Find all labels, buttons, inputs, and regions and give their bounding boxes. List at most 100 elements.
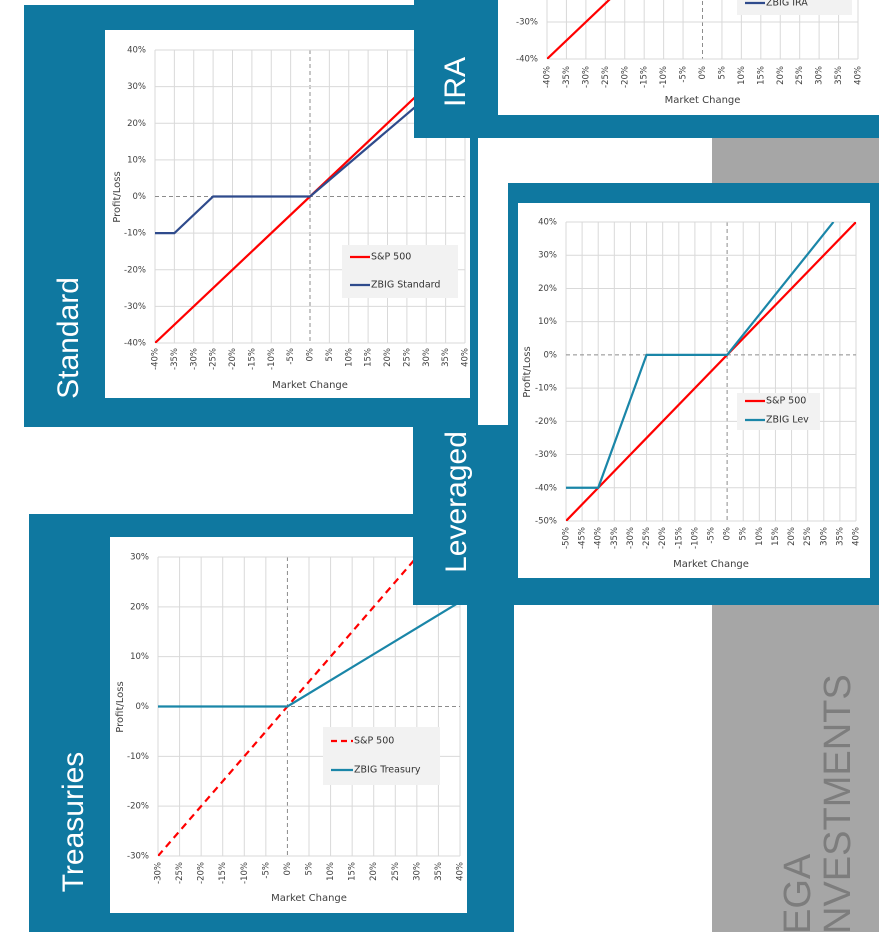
y-tick-label: 20% bbox=[538, 284, 557, 294]
series-line bbox=[547, 0, 611, 59]
x-tick-label: -10% bbox=[267, 348, 277, 370]
x-tick-label: 10% bbox=[737, 66, 747, 85]
x-tick-label: -15% bbox=[218, 862, 228, 884]
x-tick-label: 35% bbox=[434, 862, 444, 881]
plot-area bbox=[155, 50, 465, 343]
y-tick-label: -40% bbox=[124, 339, 146, 349]
y-tick-label: 40% bbox=[538, 218, 557, 228]
x-tick-label: 35% bbox=[835, 527, 845, 546]
chart-bg bbox=[105, 30, 470, 398]
y-tick-label: -20% bbox=[535, 417, 557, 427]
x-tick-label: 15% bbox=[348, 862, 358, 881]
plot-area bbox=[566, 222, 856, 521]
x-tick-label: 5% bbox=[325, 348, 335, 362]
x-tick-label: -10% bbox=[659, 66, 669, 88]
x-tick-label: -40% bbox=[543, 66, 553, 88]
x-tick-label: -20% bbox=[658, 527, 668, 549]
legend-label: ZBIG Standard bbox=[371, 280, 440, 291]
legend-label: S&P 500 bbox=[766, 396, 806, 407]
y-tick-label: 0% bbox=[136, 702, 150, 712]
x-tick-label: -15% bbox=[247, 348, 257, 370]
x-tick-label: 15% bbox=[771, 527, 781, 546]
y-tick-label: -30% bbox=[127, 852, 149, 862]
chart-bg bbox=[498, 0, 879, 115]
x-tick-label: -35% bbox=[562, 66, 572, 88]
x-tick-label: -50% bbox=[562, 527, 572, 549]
x-tick-label: -25% bbox=[601, 66, 611, 88]
panel-label: IRA bbox=[439, 57, 472, 107]
y-tick-label: -30% bbox=[124, 302, 146, 312]
x-tick-label: -45% bbox=[578, 527, 588, 549]
y-tick-label: -30% bbox=[535, 450, 557, 460]
y-tick-label: 20% bbox=[130, 602, 149, 612]
x-tick-label: -25% bbox=[209, 348, 219, 370]
x-tick-label: -20% bbox=[197, 862, 207, 884]
x-tick-label: -40% bbox=[594, 527, 604, 549]
x-tick-label: 25% bbox=[795, 66, 805, 85]
x-tick-label: -30% bbox=[581, 66, 591, 88]
x-axis-title: Market Change bbox=[272, 380, 348, 391]
chart: -50% -45% -40% -35% -30% -25% -20% -15% -10% -5% 0… bbox=[518, 203, 870, 578]
chart-bg bbox=[110, 537, 467, 913]
x-tick-label: -20% bbox=[228, 348, 238, 370]
x-tick-label: 25% bbox=[391, 862, 401, 881]
x-tick-label: -20% bbox=[620, 66, 630, 88]
x-tick-label: 35% bbox=[834, 66, 844, 85]
y-tick-label: -20% bbox=[127, 802, 149, 812]
x-tick-label: 40% bbox=[854, 66, 864, 85]
x-tick-label: -10% bbox=[240, 862, 250, 884]
chart-panel: Leveraged -50% -45% -40% -35% -30% -25% -20% -15… bbox=[413, 183, 879, 605]
x-tick-label: -15% bbox=[674, 527, 684, 549]
y-tick-label: 10% bbox=[130, 652, 149, 662]
x-tick-label: -30% bbox=[626, 527, 636, 549]
x-tick-label: -15% bbox=[640, 66, 650, 88]
legend-label: ZBIG IRA bbox=[766, 0, 808, 9]
legend-box bbox=[737, 393, 820, 430]
x-tick-label: -5% bbox=[286, 348, 296, 365]
y-tick-label: -10% bbox=[124, 229, 146, 239]
x-tick-label: 10% bbox=[755, 527, 765, 546]
x-tick-label: 5% bbox=[739, 527, 749, 541]
x-tick-label: 10% bbox=[344, 348, 354, 367]
y-tick-label: 30% bbox=[538, 251, 557, 261]
y-tick-label: -10% bbox=[535, 384, 557, 394]
x-tick-label: 30% bbox=[422, 348, 432, 367]
series-line bbox=[566, 222, 835, 489]
x-tick-label: 0% bbox=[698, 66, 708, 80]
y-tick-label: -40% bbox=[535, 483, 557, 493]
chart: -40% -35% -30% -25% -20% -15% -10% -5% 0% 5% 10% 15… bbox=[498, 0, 879, 115]
y-axis-title: Profit/Loss bbox=[522, 346, 533, 397]
x-axis-title: Market Change bbox=[271, 893, 347, 904]
legend-box bbox=[342, 245, 458, 298]
y-tick-label: 30% bbox=[127, 82, 146, 92]
y-axis-title: Profit/Loss bbox=[112, 171, 123, 222]
x-axis-title: Market Change bbox=[665, 95, 741, 106]
series-line bbox=[158, 557, 419, 856]
x-tick-label: 25% bbox=[803, 527, 813, 546]
brand-line1: EGA bbox=[777, 853, 819, 932]
y-axis-title: Profit/Loss bbox=[115, 681, 126, 732]
y-tick-label: 10% bbox=[127, 155, 146, 165]
x-tick-label: 35% bbox=[441, 348, 451, 367]
legend-box bbox=[323, 727, 440, 785]
x-tick-label: 40% bbox=[461, 348, 471, 367]
x-tick-label: 20% bbox=[383, 348, 393, 367]
panel-label: Leveraged bbox=[440, 431, 473, 573]
x-tick-label: 20% bbox=[776, 66, 786, 85]
y-tick-label: 30% bbox=[130, 553, 149, 563]
y-tick-label: 20% bbox=[127, 119, 146, 129]
x-axis-title: Market Change bbox=[673, 559, 749, 570]
x-tick-label: 30% bbox=[815, 66, 825, 85]
panel-label: Treasuries bbox=[57, 752, 90, 893]
x-tick-label: 20% bbox=[369, 862, 379, 881]
y-tick-label: 40% bbox=[127, 46, 146, 56]
plot-area bbox=[158, 557, 460, 856]
legend-label: ZBIG Lev bbox=[766, 415, 809, 426]
brand-line2: NVESTMENTS bbox=[817, 674, 859, 932]
x-tick-label: 40% bbox=[456, 862, 466, 881]
plot-area bbox=[547, 0, 611, 59]
x-tick-label: 20% bbox=[787, 527, 797, 546]
x-tick-label: 0% bbox=[306, 348, 316, 362]
legend-label: S&P 500 bbox=[354, 736, 394, 747]
